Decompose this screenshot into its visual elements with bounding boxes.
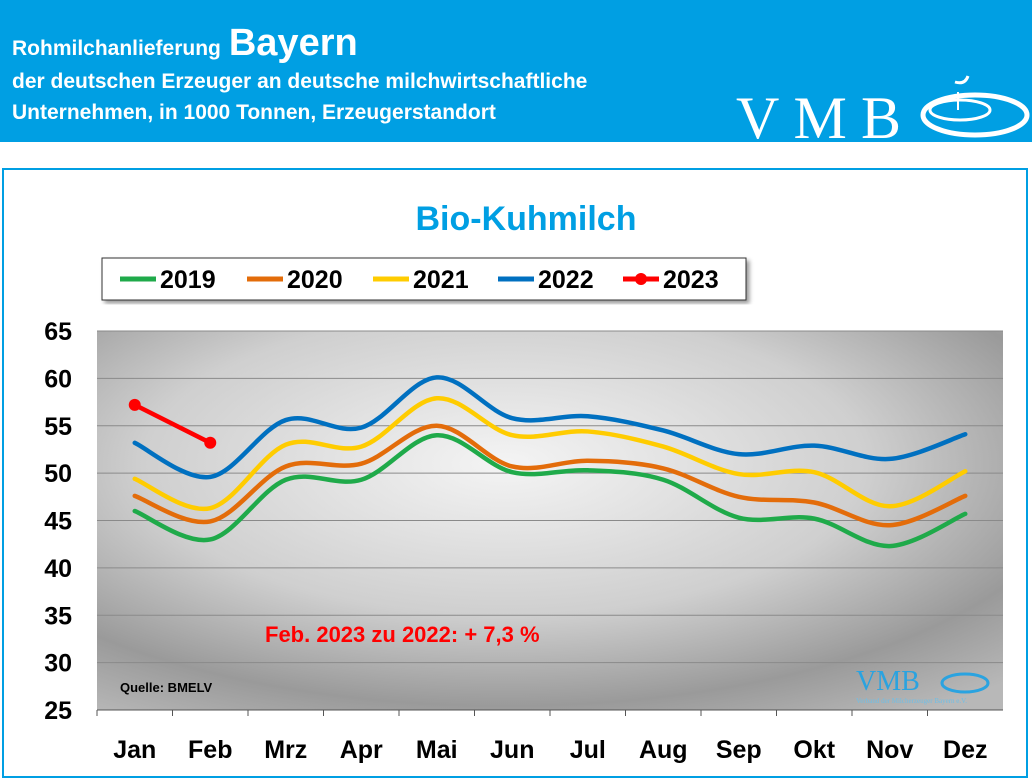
title-prefix: Rohmilchanlieferung	[12, 37, 221, 60]
series-line-2020	[132, 423, 968, 528]
x-tick-label: Mai	[416, 736, 458, 764]
series-line-2021	[132, 396, 968, 512]
x-tick-label: Jul	[570, 736, 606, 764]
legend-label: 2021	[413, 266, 469, 294]
x-tick-label: Dez	[943, 736, 987, 764]
legend-label: 2020	[287, 266, 343, 294]
svg-text:Verband der Milcherzeuger Baye: Verband der Milcherzeuger Bayern e.V.	[856, 697, 967, 705]
header-banner: Rohmilchanlieferung Bayern der deutschen …	[0, 0, 1032, 142]
y-tick-label: 30	[44, 650, 72, 678]
header-title: Rohmilchanlieferung Bayern	[12, 22, 358, 65]
y-tick-label: 35	[44, 602, 72, 630]
title-region: Bayern	[228, 22, 358, 64]
y-tick-label: 50	[44, 460, 72, 488]
y-tick-label: 65	[44, 318, 72, 346]
x-tick-label: Okt	[793, 736, 835, 764]
x-tick-label: Nov	[866, 736, 913, 764]
legend-marker	[635, 273, 647, 285]
data-point-2023	[204, 436, 217, 449]
svg-text:VMB: VMB	[736, 85, 901, 142]
y-tick-label: 60	[44, 365, 72, 393]
vmb-logo: VMB	[736, 75, 1030, 142]
chart-title: Bio-Kuhmilch	[416, 200, 637, 238]
y-tick-label: 40	[44, 555, 72, 583]
x-tick-label: Jan	[113, 736, 156, 764]
x-tick-label: Aug	[639, 736, 688, 764]
header-subtitle-2: Unternehmen, in 1000 Tonnen, Erzeugersta…	[12, 101, 496, 124]
legend-label: 2019	[160, 266, 216, 294]
x-tick-label: Apr	[340, 736, 383, 764]
x-tick-label: Sep	[716, 736, 762, 764]
y-tick-label: 25	[44, 697, 72, 725]
svg-text:VMB: VMB	[856, 666, 920, 697]
legend: 2019 2020 2021 2022 2023	[101, 257, 747, 301]
header-subtitle-1: der deutschen Erzeuger an deutsche milch…	[12, 70, 588, 93]
series-line-2023	[132, 402, 213, 446]
x-tick-label: Feb	[188, 736, 232, 764]
footer-vmb-logo: VMB Verband der Milcherzeuger Bayern e.V…	[856, 666, 990, 705]
y-tick-label: 45	[44, 508, 72, 536]
x-tick-label: Mrz	[264, 736, 307, 764]
data-point-2023	[128, 398, 141, 411]
series-line-2022	[132, 375, 968, 480]
chart-frame	[2, 168, 1028, 778]
legend-label: 2023	[663, 266, 719, 294]
legend-label: 2022	[538, 266, 594, 294]
y-tick-label: 55	[44, 413, 72, 441]
source-label: Quelle: BMELV	[120, 680, 213, 695]
x-tick-label: Jun	[490, 736, 534, 764]
annotation: Feb. 2023 zu 2022: + 7,3 %	[265, 622, 540, 647]
series-line-2019	[132, 432, 968, 549]
